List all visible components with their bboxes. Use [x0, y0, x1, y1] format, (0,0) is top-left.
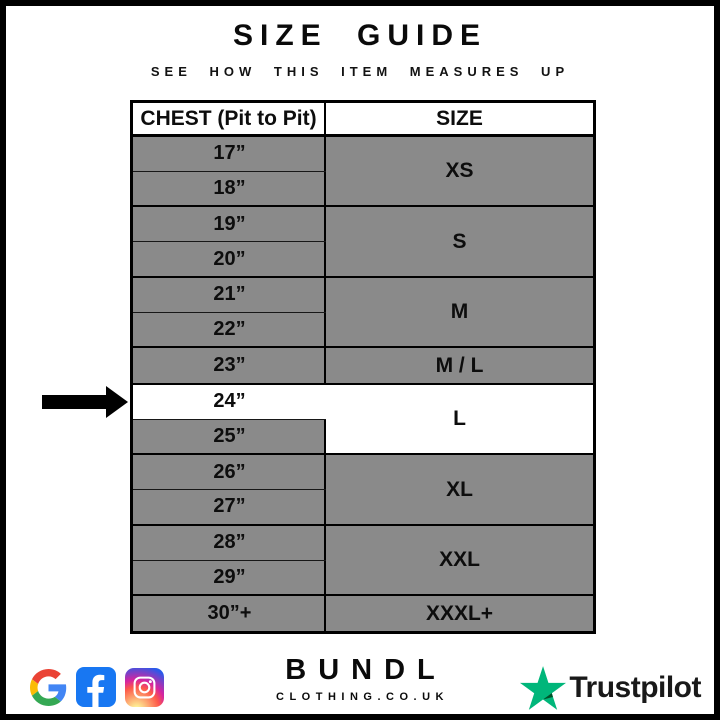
size-cell: S — [326, 207, 593, 276]
size-group-xs: 17” 18” XS — [133, 137, 593, 206]
table-body: 17” 18” XS 19” 20” S 21” 22” M 23” M / L 24” 25” L 26”… — [133, 137, 593, 631]
size-cell: XL — [326, 455, 593, 524]
chest-column: 26” 27” — [133, 455, 326, 524]
trustpilot-label: Trustpilot — [569, 671, 701, 704]
chest-column: 24” 25” — [133, 384, 326, 454]
chest-cell: 30”+ — [133, 596, 326, 631]
chest-cell: 20” — [133, 241, 326, 276]
chest-cell: 27” — [133, 489, 326, 524]
chest-cell: 22” — [133, 311, 326, 347]
chest-cell: 19” — [133, 207, 326, 242]
chest-column: 17” 18” — [133, 137, 326, 206]
header-chest-label: CHEST (Pit to Pit) — [133, 103, 326, 134]
chest-column: 21” 22” — [133, 277, 326, 347]
facebook-icon — [76, 667, 116, 707]
chest-column: 28” 29” — [133, 525, 326, 595]
size-table: CHEST (Pit to Pit) SIZE 17” 18” XS 19” 20” S 2… — [130, 100, 596, 634]
google-icon — [30, 668, 67, 706]
arrow-shaft — [42, 395, 106, 409]
size-group-l: 24” 25” L — [133, 382, 593, 454]
chest-cell: 24” — [133, 384, 326, 419]
trustpilot-logo: Trustpilot — [520, 664, 701, 712]
header-size-label: SIZE — [436, 106, 483, 130]
trustpilot-star-icon — [520, 666, 567, 710]
chest-column: 30”+ — [133, 596, 326, 631]
brand-logo: BUNDL CLOTHING.CO.UK — [6, 654, 714, 703]
instagram-icon — [125, 667, 164, 707]
size-group-xxxl+: 30”+ XXXL+ — [133, 594, 593, 631]
table-header-row: CHEST (Pit to Pit) SIZE — [133, 103, 593, 137]
chest-cell: 23” — [133, 348, 326, 383]
size-group-ml: 23” M / L — [133, 346, 593, 383]
selection-arrow — [42, 386, 128, 418]
chest-cell: 18” — [133, 170, 326, 206]
chest-cell: 17” — [133, 137, 326, 171]
chest-cell: 21” — [133, 277, 326, 312]
size-cell: M / L — [326, 348, 593, 383]
size-cell: XS — [326, 137, 593, 206]
page-title: SIZE GUIDE — [232, 19, 488, 52]
chest-column: 23” — [133, 348, 326, 383]
chest-cell: 29” — [133, 559, 326, 595]
size-group-s: 19” 20” S — [133, 205, 593, 276]
chest-cell: 28” — [133, 525, 326, 560]
size-cell: XXL — [326, 525, 593, 595]
size-cell: M — [326, 277, 593, 347]
size-cell: L — [326, 384, 593, 454]
page-subtitle: SEE HOW THIS ITEM MEASURES UP — [150, 64, 570, 79]
brand-name: BUNDL — [285, 654, 447, 686]
chest-column: 19” 20” — [133, 207, 326, 276]
arrow-head — [106, 386, 128, 418]
chest-cell: 25” — [133, 418, 326, 454]
size-group-m: 21” 22” M — [133, 275, 593, 347]
social-icons — [30, 666, 164, 708]
size-cell: XXXL+ — [326, 596, 593, 631]
brand-domain: CLOTHING.CO.UK — [276, 691, 449, 703]
chest-cell: 26” — [133, 455, 326, 490]
size-group-xl: 26” 27” XL — [133, 453, 593, 524]
size-group-xxl: 28” 29” XXL — [133, 523, 593, 595]
